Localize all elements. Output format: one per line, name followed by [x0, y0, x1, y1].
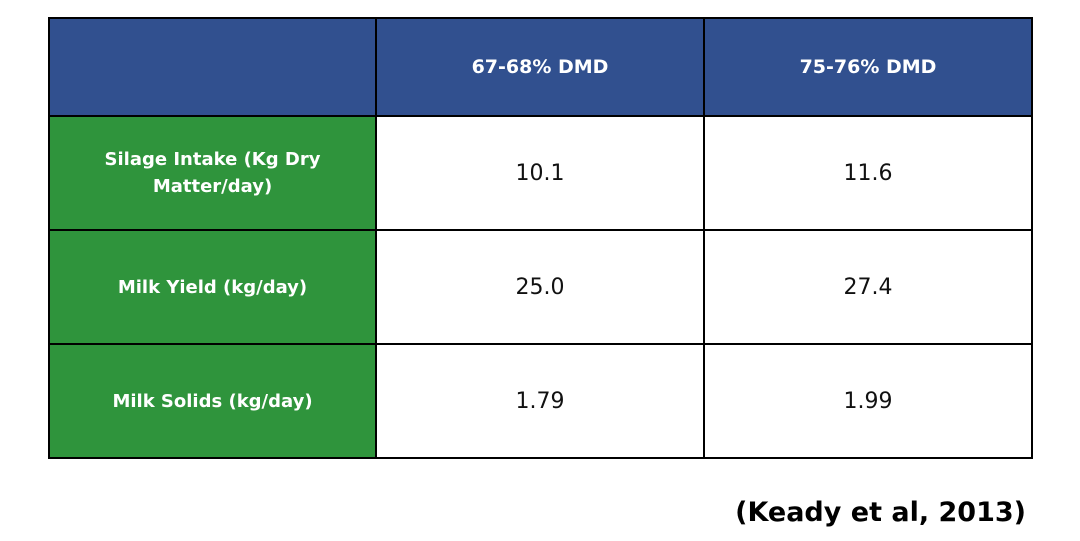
table-cell: 25.0 — [375, 229, 705, 345]
column-header: 75-76% DMD — [703, 17, 1033, 117]
corner-cell — [48, 17, 377, 117]
data-table: 67-68% DMD 75-76% DMD Silage Intake (Kg … — [48, 17, 1033, 459]
row-header: Milk Yield (kg/day) — [48, 229, 377, 345]
row-header: Milk Solids (kg/day) — [48, 343, 377, 459]
table-row: Silage Intake (Kg Dry Matter/day) 10.1 1… — [48, 115, 1033, 231]
row-header: Silage Intake (Kg Dry Matter/day) — [48, 115, 377, 231]
table-cell: 10.1 — [375, 115, 705, 231]
table-cell: 27.4 — [703, 229, 1033, 345]
table-cell: 1.79 — [375, 343, 705, 459]
table-cell: 11.6 — [703, 115, 1033, 231]
table-row: Milk Yield (kg/day) 25.0 27.4 — [48, 229, 1033, 345]
table-row: Milk Solids (kg/day) 1.79 1.99 — [48, 343, 1033, 459]
table-cell: 1.99 — [703, 343, 1033, 459]
source-citation: (Keady et al, 2013) — [735, 497, 1026, 528]
column-header: 67-68% DMD — [375, 17, 705, 117]
table-header-row: 67-68% DMD 75-76% DMD — [48, 17, 1033, 117]
